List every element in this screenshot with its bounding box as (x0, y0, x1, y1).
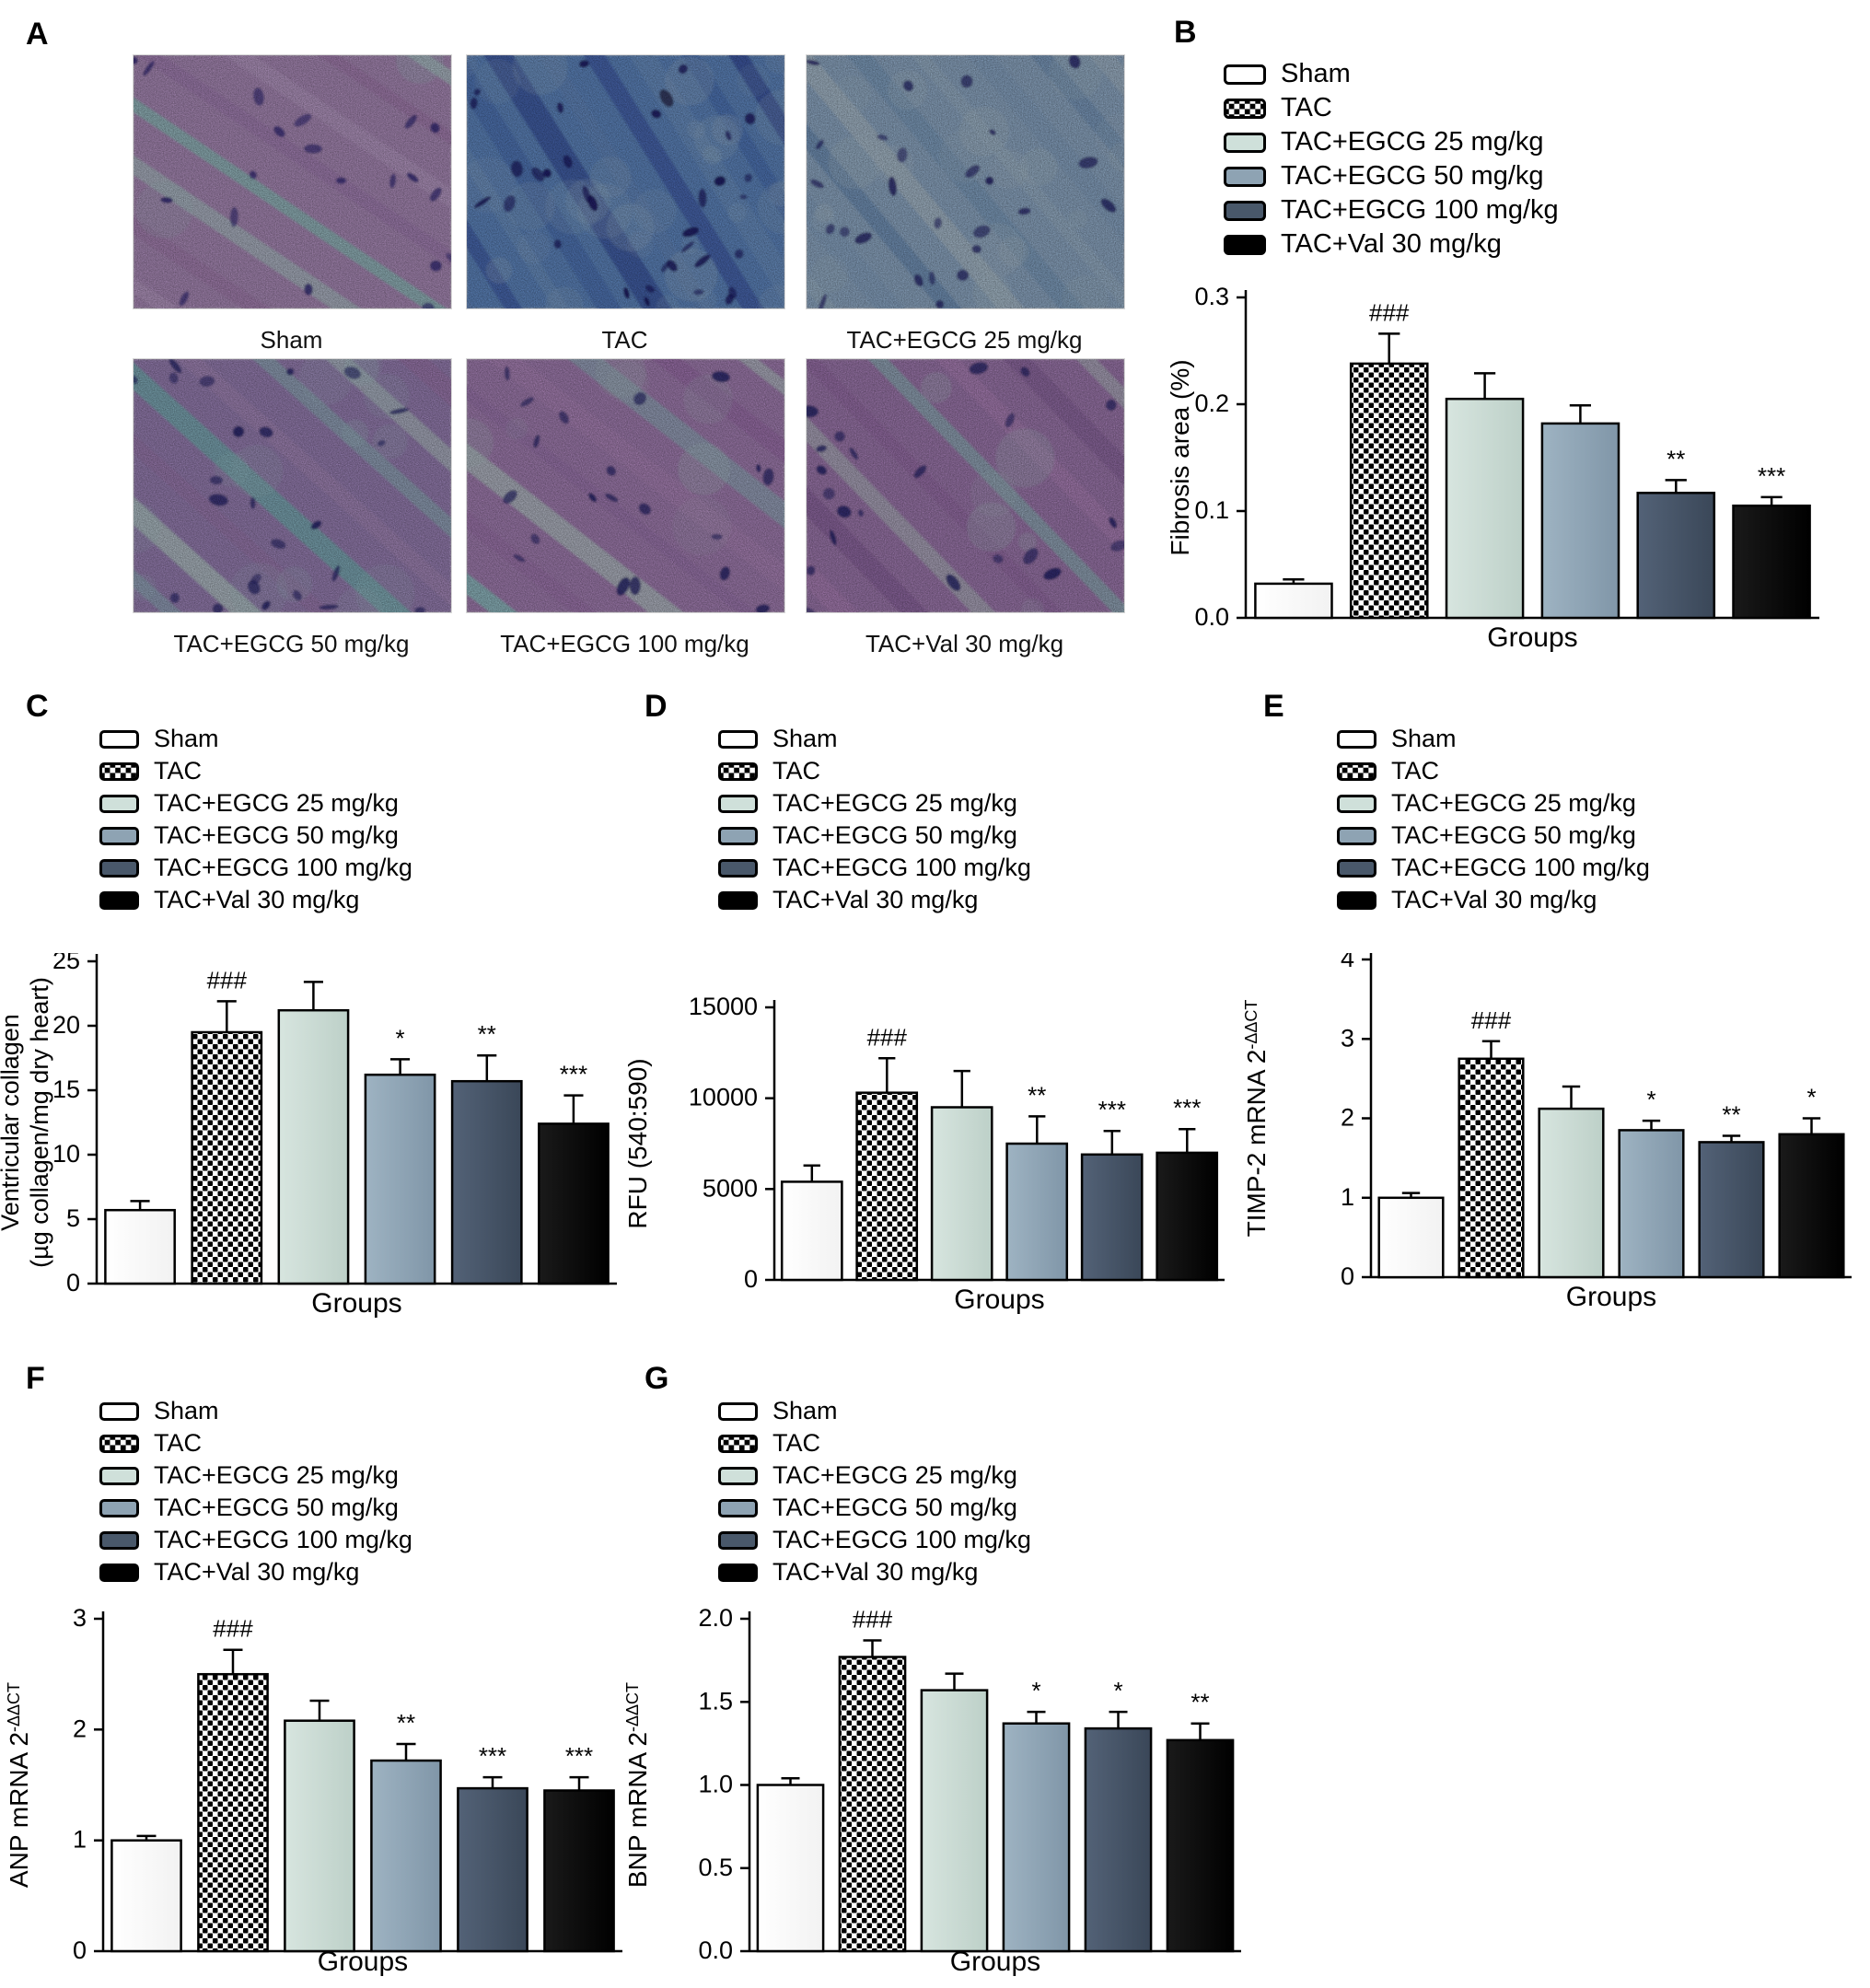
svg-text:4: 4 (1341, 953, 1354, 972)
svg-text:0: 0 (1341, 1262, 1354, 1290)
svg-text:*: * (1646, 1086, 1655, 1113)
svg-text:15000: 15000 (689, 993, 758, 1020)
svg-text:***: *** (565, 1742, 593, 1770)
svg-text:**: ** (1722, 1101, 1740, 1129)
svg-text:Groups: Groups (954, 1285, 1044, 1315)
svg-text:###: ### (213, 1615, 253, 1643)
svg-text:5: 5 (66, 1204, 80, 1232)
svg-text:###: ### (1369, 298, 1410, 326)
svg-text:Groups: Groups (1566, 1282, 1656, 1312)
svg-text:***: *** (1173, 1094, 1201, 1122)
svg-text:5000: 5000 (703, 1174, 758, 1202)
svg-text:**: ** (1028, 1081, 1046, 1109)
svg-text:ANP mRNA 2-ΔΔCT: ANP mRNA 2-ΔΔCT (5, 1682, 33, 1888)
svg-text:20: 20 (52, 1011, 80, 1039)
svg-text:3: 3 (1341, 1024, 1354, 1052)
svg-text:1.5: 1.5 (698, 1687, 733, 1715)
svg-text:10: 10 (52, 1140, 80, 1168)
svg-text:###: ### (853, 1606, 893, 1633)
svg-text:0.1: 0.1 (1194, 496, 1229, 524)
svg-text:***: *** (479, 1742, 506, 1770)
svg-text:BNP mRNA 2-ΔΔCT: BNP mRNA 2-ΔΔCT (623, 1682, 652, 1888)
svg-text:*: * (1031, 1677, 1040, 1704)
svg-text:0.0: 0.0 (698, 1936, 733, 1964)
svg-text:TIMP-2 mRNA 2-ΔΔCT: TIMP-2 mRNA 2-ΔΔCT (1242, 1000, 1271, 1238)
svg-text:2: 2 (1341, 1104, 1354, 1132)
svg-text:2.0: 2.0 (698, 1604, 733, 1632)
svg-text:RFU (540:590): RFU (540:590) (623, 1058, 652, 1228)
svg-text:***: *** (1758, 462, 1785, 490)
svg-text:Ventricular collagen: Ventricular collagen (0, 1014, 24, 1231)
svg-text:(µg collagen/mg dry heart): (µg collagen/mg dry heart) (26, 977, 53, 1268)
svg-text:0: 0 (73, 1936, 87, 1964)
svg-text:15: 15 (52, 1075, 80, 1103)
svg-text:25: 25 (52, 953, 80, 974)
svg-text:###: ### (1471, 1006, 1512, 1034)
svg-text:0.0: 0.0 (1194, 603, 1229, 631)
svg-text:1: 1 (1341, 1183, 1354, 1211)
svg-text:**: ** (397, 1709, 415, 1737)
svg-text:1.0: 1.0 (698, 1771, 733, 1798)
svg-text:0.3: 0.3 (1194, 283, 1229, 310)
svg-text:***: *** (560, 1061, 587, 1088)
svg-text:2: 2 (73, 1715, 87, 1742)
svg-text:0.2: 0.2 (1194, 389, 1229, 417)
svg-text:*: * (1113, 1677, 1122, 1704)
svg-text:Fibrosis area (%): Fibrosis area (%) (1166, 359, 1194, 555)
svg-text:**: ** (1667, 445, 1685, 472)
svg-text:10000: 10000 (689, 1084, 758, 1111)
svg-text:**: ** (478, 1020, 496, 1048)
svg-text:**: ** (1191, 1689, 1209, 1716)
svg-text:0: 0 (744, 1265, 758, 1293)
svg-text:###: ### (867, 1023, 908, 1051)
svg-text:Groups: Groups (1487, 622, 1577, 653)
svg-text:3: 3 (73, 1604, 87, 1632)
svg-text:***: *** (1098, 1096, 1126, 1123)
svg-text:*: * (1806, 1084, 1816, 1111)
svg-text:*: * (396, 1024, 405, 1052)
svg-text:1: 1 (73, 1826, 87, 1854)
svg-text:0: 0 (66, 1269, 80, 1296)
svg-text:Groups: Groups (311, 1288, 401, 1319)
svg-text:###: ### (207, 966, 248, 994)
svg-text:0.5: 0.5 (698, 1854, 733, 1881)
